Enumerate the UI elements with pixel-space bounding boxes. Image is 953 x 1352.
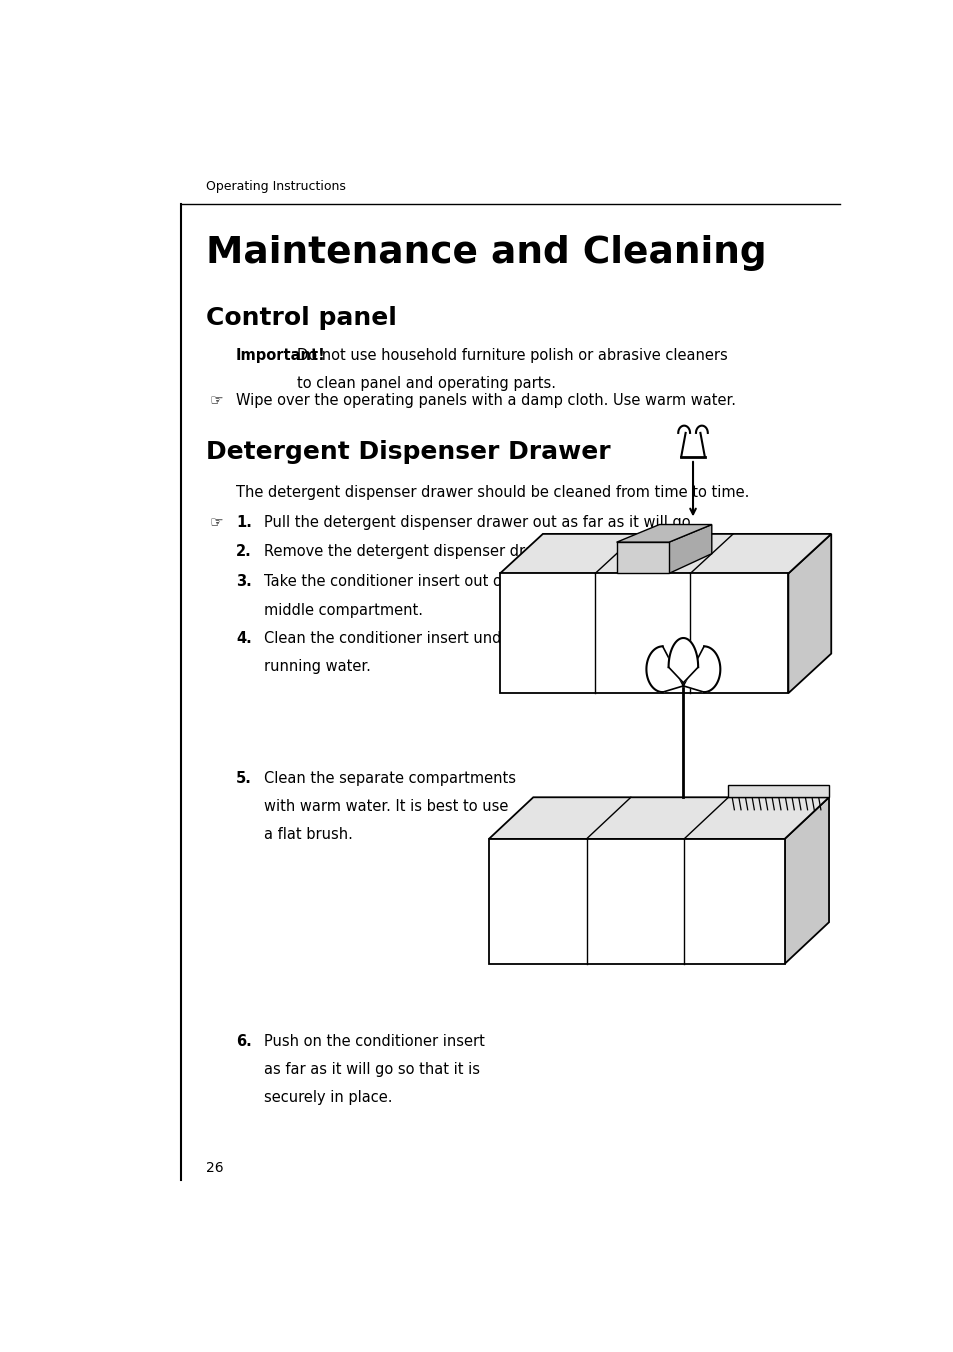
Text: 5.: 5. (235, 771, 252, 787)
Text: to clean panel and operating parts.: to clean panel and operating parts. (297, 376, 556, 391)
Polygon shape (787, 534, 830, 694)
Text: Wipe over the operating panels with a damp cloth. Use warm water.: Wipe over the operating panels with a da… (235, 393, 736, 408)
Text: Important!: Important! (235, 347, 326, 362)
Text: Detergent Dispenser Drawer: Detergent Dispenser Drawer (206, 441, 611, 464)
Polygon shape (668, 638, 698, 683)
Polygon shape (616, 525, 711, 542)
Text: ☞: ☞ (210, 515, 223, 530)
Text: Remove the detergent dispenser drawer by pulling sharply.: Remove the detergent dispenser drawer by… (264, 545, 699, 560)
Polygon shape (616, 542, 668, 573)
Text: Do not use household furniture polish or abrasive cleaners: Do not use household furniture polish or… (297, 347, 727, 362)
Text: 6.: 6. (235, 1033, 252, 1049)
Text: Control panel: Control panel (206, 306, 397, 330)
Text: middle compartment.: middle compartment. (264, 603, 423, 618)
Text: running water.: running water. (264, 658, 371, 673)
Text: 2.: 2. (235, 545, 252, 560)
Polygon shape (499, 573, 787, 694)
Text: 4.: 4. (235, 630, 252, 646)
Text: a flat brush.: a flat brush. (264, 827, 353, 842)
Text: Take the conditioner insert out of the: Take the conditioner insert out of the (264, 575, 536, 589)
Polygon shape (646, 646, 682, 692)
Text: as far as it will go so that it is: as far as it will go so that it is (264, 1061, 479, 1076)
Text: with warm water. It is best to use: with warm water. It is best to use (264, 799, 508, 814)
Text: Pull the detergent dispenser drawer out as far as it will go.: Pull the detergent dispenser drawer out … (264, 515, 695, 530)
Polygon shape (499, 534, 830, 573)
Polygon shape (488, 798, 828, 838)
Text: 1.: 1. (235, 515, 252, 530)
Polygon shape (488, 838, 783, 964)
Text: 26: 26 (206, 1161, 224, 1175)
Polygon shape (682, 646, 720, 692)
Text: Clean the conditioner insert under: Clean the conditioner insert under (264, 630, 517, 646)
Text: The detergent dispenser drawer should be cleaned from time to time.: The detergent dispenser drawer should be… (235, 485, 749, 500)
Polygon shape (668, 525, 711, 573)
Text: Push on the conditioner insert: Push on the conditioner insert (264, 1033, 484, 1049)
Polygon shape (728, 784, 828, 798)
Text: ☞: ☞ (210, 393, 223, 408)
Text: securely in place.: securely in place. (264, 1090, 393, 1105)
Polygon shape (783, 798, 828, 964)
Text: Operating Instructions: Operating Instructions (206, 180, 346, 193)
Text: 3.: 3. (235, 575, 252, 589)
Text: Clean the separate compartments: Clean the separate compartments (264, 771, 516, 787)
Text: Maintenance and Cleaning: Maintenance and Cleaning (206, 235, 766, 272)
